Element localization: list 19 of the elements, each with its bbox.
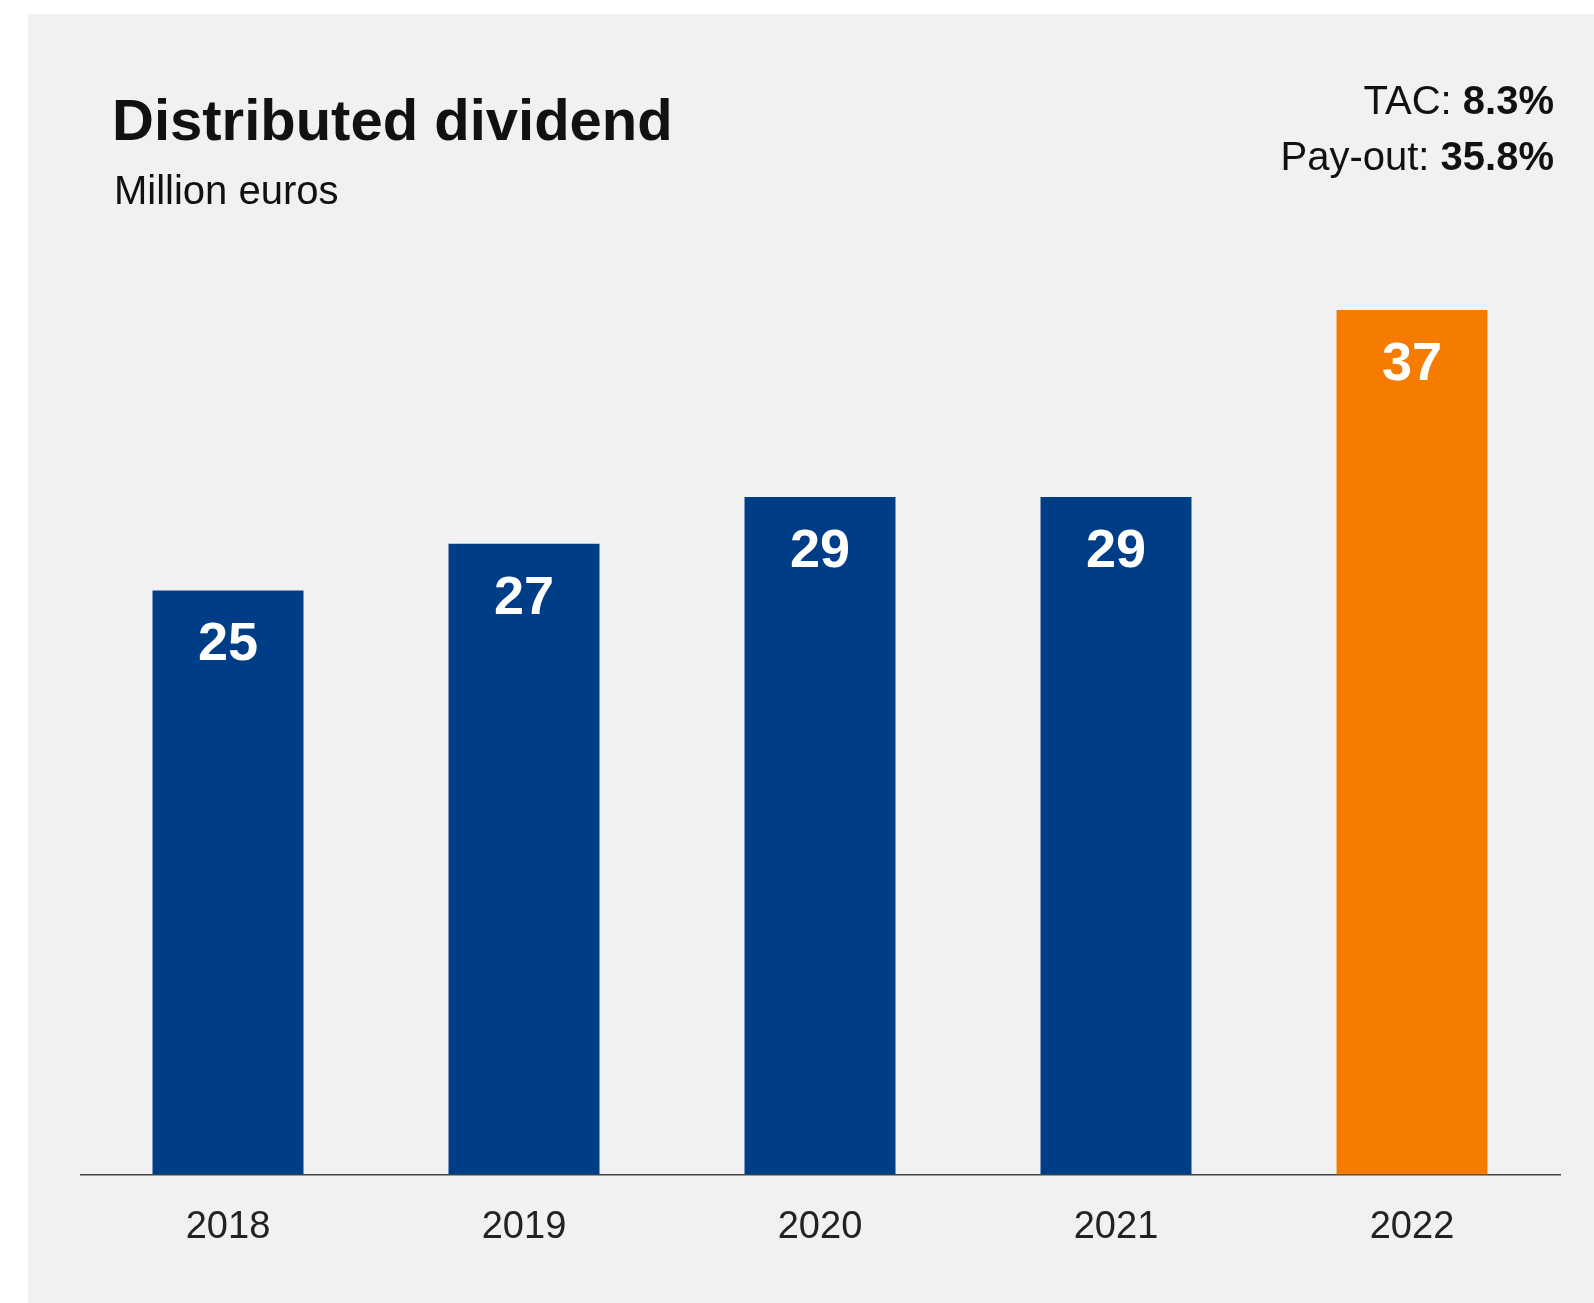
text: TAC: 8.3%	[1363, 78, 1554, 122]
chart-subtitle: Million euros	[114, 168, 339, 213]
x-tick-label: 2022	[1369, 1203, 1455, 1246]
data-label: 27	[493, 564, 555, 625]
chart-title: Distributed dividend	[112, 86, 673, 153]
bar	[152, 590, 304, 1175]
data-label: 29	[789, 517, 851, 578]
bar	[1040, 496, 1192, 1175]
data-label: 25	[197, 611, 259, 672]
text: Pay-out: 35.8%	[1280, 134, 1554, 178]
data-label: 29	[1085, 517, 1147, 578]
bar	[1336, 310, 1488, 1175]
x-tick-label: 2019	[481, 1203, 567, 1246]
bar	[448, 543, 600, 1175]
bar	[744, 496, 896, 1175]
x-tick-label: 2021	[1073, 1203, 1159, 1246]
x-tick-label: 2020	[777, 1203, 863, 1246]
x-tick-label: 2018	[185, 1203, 271, 1246]
data-label: 37	[1381, 330, 1443, 391]
